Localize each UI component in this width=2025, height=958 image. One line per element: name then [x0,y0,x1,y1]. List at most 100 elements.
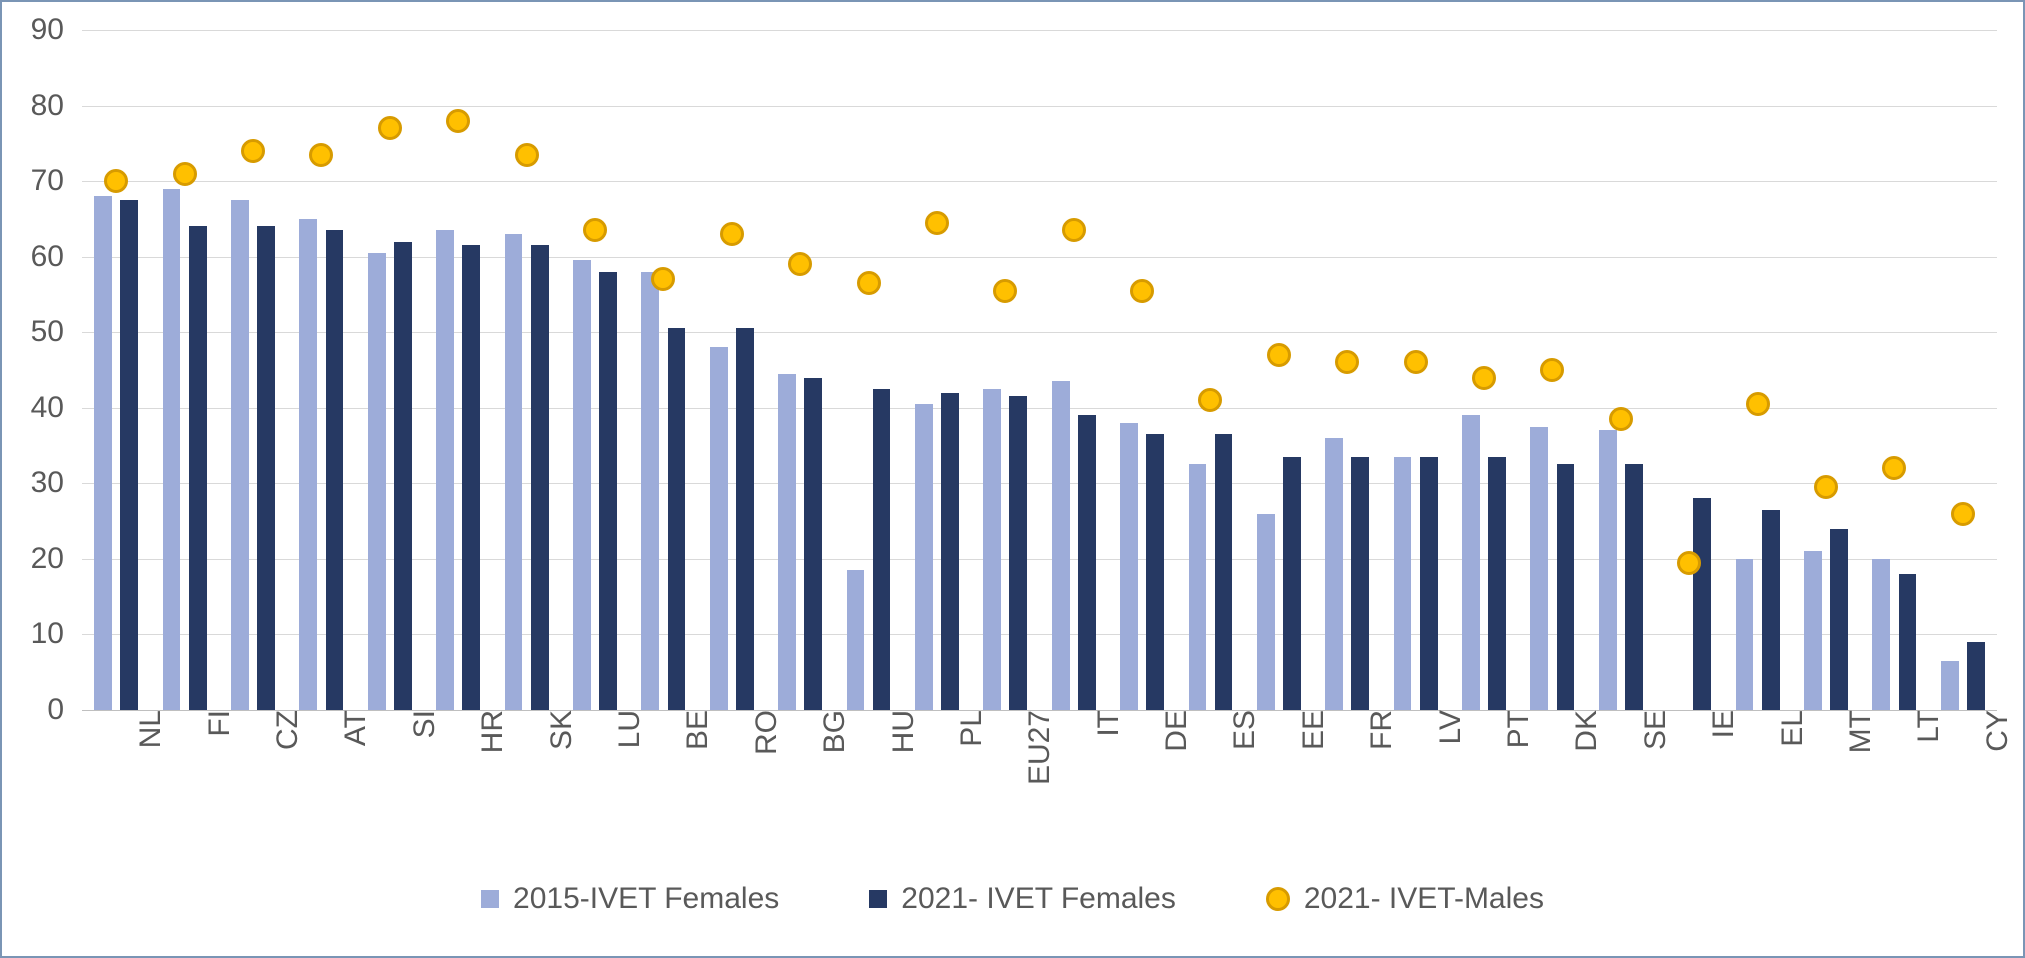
bar-2021-females [1283,457,1301,710]
category-group: IE [1655,30,1723,710]
x-tick-label: CZ [253,710,305,750]
bar-2015-females [641,272,659,710]
x-tick-label: SK [527,710,579,750]
marker-2021-males [925,211,949,235]
x-tick-label: FR [1347,710,1399,750]
bar-2021-females [189,226,207,710]
x-tick-label: DE [1142,710,1194,752]
x-tick-label: IT [1074,710,1126,737]
category-group: SI [356,30,424,710]
bar-2021-females [1830,529,1848,710]
marker-2021-males [1267,343,1291,367]
bar-2021-females [1215,434,1233,710]
y-tick-label: 40 [31,391,82,425]
bar-2021-females [873,389,891,710]
bar-2015-females [1325,438,1343,710]
bar-2021-females [1009,396,1027,710]
legend-swatch [481,890,499,908]
bar-2021-females [1693,498,1711,710]
bar-2015-females [94,196,112,710]
x-tick-label: DK [1552,710,1604,752]
marker-2021-males [446,109,470,133]
bar-2021-females [531,245,549,710]
category-group: FR [1313,30,1381,710]
marker-2021-males [1882,456,1906,480]
bar-2015-females [1052,381,1070,710]
x-tick-label: BG [800,710,852,753]
bar-2021-females [1557,464,1575,710]
category-group: LU [561,30,629,710]
bar-2021-females [257,226,275,710]
x-tick-label: AT [321,710,373,746]
category-group: LT [1860,30,1928,710]
y-tick-label: 20 [31,542,82,576]
legend-label: 2021- IVET Females [901,882,1176,916]
x-tick-label: RO [732,710,784,755]
marker-2021-males [651,267,675,291]
category-group: ES [1176,30,1244,710]
category-group: CY [1929,30,1997,710]
x-tick-label: LT [1894,710,1946,743]
legend-label: 2015-IVET Females [513,882,779,916]
bar-2015-females [505,234,523,710]
y-tick-label: 50 [31,315,82,349]
marker-2021-males [788,252,812,276]
category-group: PT [1450,30,1518,710]
legend-item: 2021- IVET Females [869,882,1176,916]
y-tick-label: 60 [31,240,82,274]
marker-2021-males [1746,392,1770,416]
bar-2015-females [1530,427,1548,710]
x-tick-label: FI [185,710,237,737]
x-tick-label: LV [1416,710,1468,744]
bar-2021-females [1146,434,1164,710]
x-tick-label: SE [1621,710,1673,750]
y-tick-label: 30 [31,466,82,500]
marker-2021-males [1335,350,1359,374]
bar-2015-females [299,219,317,710]
bar-2015-females [1872,559,1890,710]
category-group: BE [629,30,697,710]
x-tick-label: CY [1963,710,2015,752]
category-group: HR [424,30,492,710]
category-group: BG [766,30,834,710]
bar-2015-females [573,260,591,710]
bar-2021-females [941,393,959,710]
x-tick-label: BE [663,710,715,750]
category-group: EL [1723,30,1791,710]
x-tick-label: SI [390,710,442,738]
bar-2015-females [983,389,1001,710]
x-tick-label: EU27 [1005,710,1057,785]
category-group: SE [1587,30,1655,710]
category-group: NL [82,30,150,710]
bar-2021-females [1488,457,1506,710]
legend-label: 2021- IVET-Males [1304,882,1544,916]
legend-swatch [1266,887,1290,911]
marker-2021-males [1472,366,1496,390]
marker-2021-males [1198,388,1222,412]
bar-2021-females [120,200,138,710]
x-tick-label: ES [1210,710,1262,750]
bar-2015-females [436,230,454,710]
marker-2021-males [1404,350,1428,374]
bar-2015-females [1462,415,1480,710]
bar-2015-females [1804,551,1822,710]
category-group: AT [287,30,355,710]
bar-2021-females [1078,415,1096,710]
marker-2021-males [1609,407,1633,431]
bar-2015-females [368,253,386,710]
marker-2021-males [515,143,539,167]
bar-2015-females [915,404,933,710]
category-group: CZ [219,30,287,710]
y-tick-label: 10 [31,617,82,651]
x-tick-label: LU [595,710,647,748]
bar-2015-females [1189,464,1207,710]
marker-2021-males [1951,502,1975,526]
marker-2021-males [378,116,402,140]
marker-2021-males [173,162,197,186]
marker-2021-males [104,169,128,193]
plot-area: 0102030405060708090NLFICZATSIHRSKLUBEROB… [82,30,1997,710]
bar-2015-females [1257,514,1275,710]
marker-2021-males [1677,551,1701,575]
x-tick-label: MT [1826,710,1878,753]
marker-2021-males [1130,279,1154,303]
